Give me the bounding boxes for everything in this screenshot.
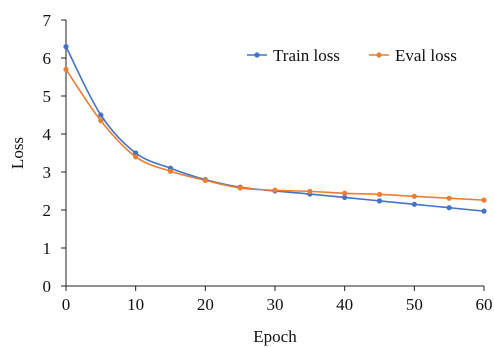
x-tick-label: 30 (267, 295, 284, 314)
y-tick-label: 5 (43, 87, 52, 106)
y-tick-label: 6 (43, 49, 52, 68)
train-loss-point (411, 201, 417, 207)
train-loss-point (342, 194, 348, 201)
legend-train-loss-label: Train loss (273, 46, 340, 65)
train-loss-line (65, 46, 485, 212)
x-tick-label: 40 (336, 295, 353, 314)
eval-loss-point (411, 193, 417, 199)
eval-loss-point (446, 195, 452, 201)
eval-loss-point (237, 185, 243, 191)
y-axis-title: Loss (8, 137, 27, 169)
legend-eval-loss-label: Eval loss (395, 46, 457, 65)
eval-loss-point (481, 197, 487, 203)
train-loss-point (376, 198, 383, 204)
series (63, 44, 487, 214)
x-tick-label: 20 (197, 295, 214, 314)
y-tick-label: 1 (43, 239, 52, 258)
y-tick-label: 3 (43, 163, 52, 182)
x-tick-label: 10 (127, 295, 144, 314)
x-axis-title: Epoch (253, 327, 297, 346)
x-tick-label: 50 (406, 295, 423, 314)
eval-loss-point (307, 188, 313, 194)
train-loss-point (446, 205, 452, 211)
y-tick-label: 4 (43, 125, 52, 144)
eval-loss-point (272, 187, 278, 193)
x-tick-label: 0 (62, 295, 71, 314)
y-tick-label: 0 (43, 277, 52, 296)
train-loss-point (63, 44, 69, 50)
eval-loss-point (167, 168, 174, 174)
legend-eval-loss-marker (376, 52, 382, 58)
train-loss-point (133, 150, 139, 156)
train-loss-point (481, 208, 487, 214)
y-tick-label: 2 (43, 201, 52, 220)
x-tick-label: 60 (476, 295, 493, 314)
eval-loss-point (376, 191, 383, 198)
legend-train-loss-marker (254, 52, 260, 58)
legend: Train loss Eval loss (247, 46, 457, 65)
eval-loss-point (342, 190, 348, 196)
eval-loss-line (65, 68, 485, 201)
eval-loss-point (133, 154, 139, 160)
train-loss-point (98, 112, 104, 118)
ticks: 0 1 2 3 4 5 6 7 0 10 20 30 40 50 60 (43, 11, 493, 314)
eval-loss-point (63, 66, 69, 72)
eval-loss-point (202, 177, 208, 183)
y-tick-label: 7 (43, 11, 52, 30)
eval-loss-point (98, 118, 104, 124)
